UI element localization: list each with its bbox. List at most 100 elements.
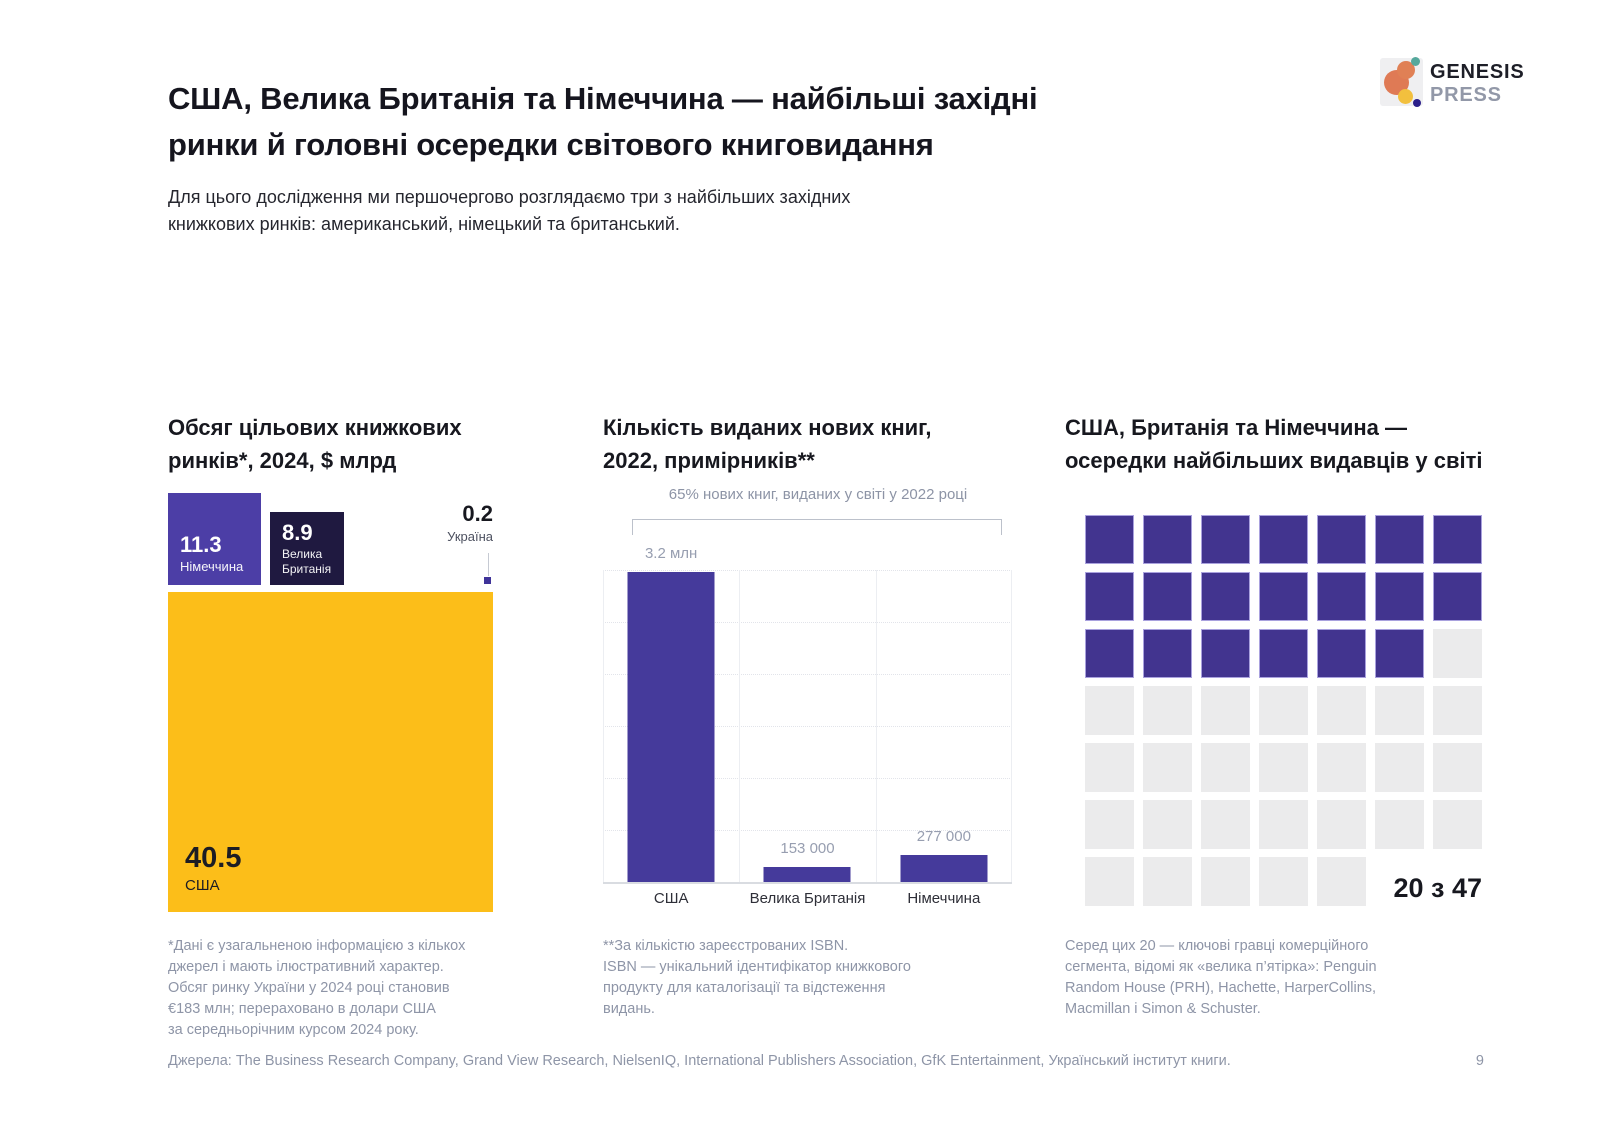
waffle-cell-empty — [1143, 857, 1192, 906]
waffle-cell-filled — [1085, 629, 1134, 678]
waffle-cell-filled — [1201, 629, 1250, 678]
waffle-cell-filled — [1317, 629, 1366, 678]
gridline — [739, 570, 741, 882]
treemap-block-usa: 40.5 США — [168, 592, 493, 912]
waffle-cell-empty — [1317, 743, 1366, 792]
bar-chart-title: Кількість виданих нових книг, 2022, прим… — [603, 415, 932, 474]
gridline — [603, 570, 1012, 571]
waffle-cell-filled — [1259, 572, 1308, 621]
waffle-cell-empty — [1085, 743, 1134, 792]
waffle-grid: 20 з 47 — [1085, 515, 1482, 906]
waffle-cell-empty — [1201, 743, 1250, 792]
gridline — [875, 570, 877, 882]
footnote-waffle: Серед цих 20 — ключові гравці комерційно… — [1065, 938, 1377, 1017]
waffle-cell-filled — [1433, 515, 1482, 564]
waffle-cell-filled — [1143, 629, 1192, 678]
bar-column: 277 000 — [876, 570, 1012, 882]
waffle-cell-filled — [1085, 515, 1134, 564]
waffle-cell-filled — [1375, 629, 1424, 678]
waffle-cell-empty — [1433, 743, 1482, 792]
callout-connector-line — [488, 553, 489, 576]
treemap-value: 0.2 — [462, 501, 493, 526]
logo-dot-teal-icon — [1411, 57, 1420, 66]
sources-line: Джерела: The Business Research Company, … — [168, 1053, 1231, 1069]
waffle-cell-filled — [1085, 572, 1134, 621]
waffle-chart-title: США, Британія та Німеччина — осередки на… — [1065, 415, 1483, 474]
bar-columns: 3.2 млн 153 000 277 000 — [603, 545, 1012, 882]
treemap-callout-ukraine: 0.2 Україна — [168, 502, 493, 545]
waffle-cell-filled — [1201, 515, 1250, 564]
waffle-cell-filled — [1375, 515, 1424, 564]
bar-0 — [627, 572, 715, 882]
waffle-cell-empty — [1085, 686, 1134, 735]
bar-column: 153 000 — [739, 570, 875, 882]
waffle-cell-empty — [1317, 857, 1366, 906]
waffle-cell-empty — [1259, 857, 1308, 906]
logo-dot-yellow-icon — [1398, 89, 1413, 104]
waffle-cell-empty — [1085, 857, 1134, 906]
gridline — [603, 674, 1012, 675]
waffle-cell-empty — [1375, 686, 1424, 735]
waffle-cell-filled — [1317, 572, 1366, 621]
logo-dot-orange-small-icon — [1397, 61, 1415, 79]
waffle-cell-empty — [1143, 743, 1192, 792]
footnote-bar-chart: **За кількістю зареєстрованих ISBN. ISBN… — [603, 938, 911, 1017]
treemap-label: США — [185, 877, 220, 894]
waffle-cell-empty — [1085, 800, 1134, 849]
logo-brand-name: GENESIS — [1430, 61, 1525, 83]
page-subtitle: Для цього дослідження ми першочергово ро… — [168, 187, 851, 234]
waffle-cell-filled — [1317, 515, 1366, 564]
bar-1 — [763, 867, 851, 882]
waffle-cell-empty — [1201, 857, 1250, 906]
gridline — [1011, 570, 1012, 882]
waffle-cell-empty — [1259, 686, 1308, 735]
gridline — [603, 622, 1012, 623]
waffle-count-label: 20 з 47 — [1393, 873, 1483, 903]
bar-chart-annotation: 65% нових книг, виданих у світі у 2022 р… — [668, 486, 968, 503]
waffle-cell-filled — [1143, 515, 1192, 564]
gridline — [603, 570, 604, 882]
treemap-block-ukraine — [484, 577, 491, 584]
waffle-cell-filled — [1201, 572, 1250, 621]
bar-category-label: Велика Британія — [749, 890, 866, 907]
footnote-treemap: *Дані є узагальненою інформацією з кільк… — [168, 938, 466, 1038]
waffle-cell-empty — [1317, 800, 1366, 849]
page-title: США, Велика Британія та Німеччина — найб… — [168, 80, 1038, 162]
gridline — [603, 830, 1012, 831]
treemap-label: Україна — [447, 529, 493, 544]
treemap-chart-title: Обсяг цільових книжкових ринків*, 2024, … — [168, 415, 462, 474]
bar-value-label: 3.2 млн — [644, 545, 698, 562]
treemap-block-germany: 11.3 Німеччина — [168, 493, 261, 585]
gridline — [603, 778, 1012, 779]
page-number: 9 — [1475, 1053, 1484, 1069]
waffle-cell-empty — [1433, 629, 1482, 678]
waffle-cell-empty — [1317, 686, 1366, 735]
waffle-cell-filled — [1433, 572, 1482, 621]
bar-column: 3.2 млн — [603, 545, 739, 882]
treemap-value: 8.9 — [282, 519, 313, 545]
waffle-cell-empty — [1143, 800, 1192, 849]
annotation-bracket — [632, 519, 1002, 535]
waffle-cell-empty — [1143, 686, 1192, 735]
waffle-cell-filled — [1375, 572, 1424, 621]
bar-category-label: Німеччина — [907, 890, 981, 907]
treemap-value: 11.3 — [180, 532, 222, 557]
bar-value-label: 153 000 — [780, 840, 835, 857]
waffle-cell-empty — [1375, 800, 1424, 849]
waffle-cell-filled — [1259, 515, 1308, 564]
bar-value-label: 277 000 — [916, 828, 971, 845]
waffle-cell-empty — [1375, 743, 1424, 792]
bar-category-label: США — [653, 890, 689, 907]
treemap-block-uk: 8.9 Велика Британія — [270, 512, 344, 585]
logo-dot-navy-icon — [1413, 99, 1421, 107]
bar-2 — [900, 855, 988, 882]
bar-xlabels: США Велика Британія Німеччина — [603, 890, 1012, 907]
treemap-label: Німеччина — [180, 559, 244, 574]
logo-brand-sub: PRESS — [1430, 84, 1502, 106]
waffle-cell-filled — [1259, 629, 1308, 678]
logo-icon — [1380, 57, 1423, 107]
gridline — [603, 726, 1012, 727]
waffle-cell-empty — [1201, 800, 1250, 849]
waffle-cell-empty — [1201, 686, 1250, 735]
waffle-cell-empty — [1259, 743, 1308, 792]
